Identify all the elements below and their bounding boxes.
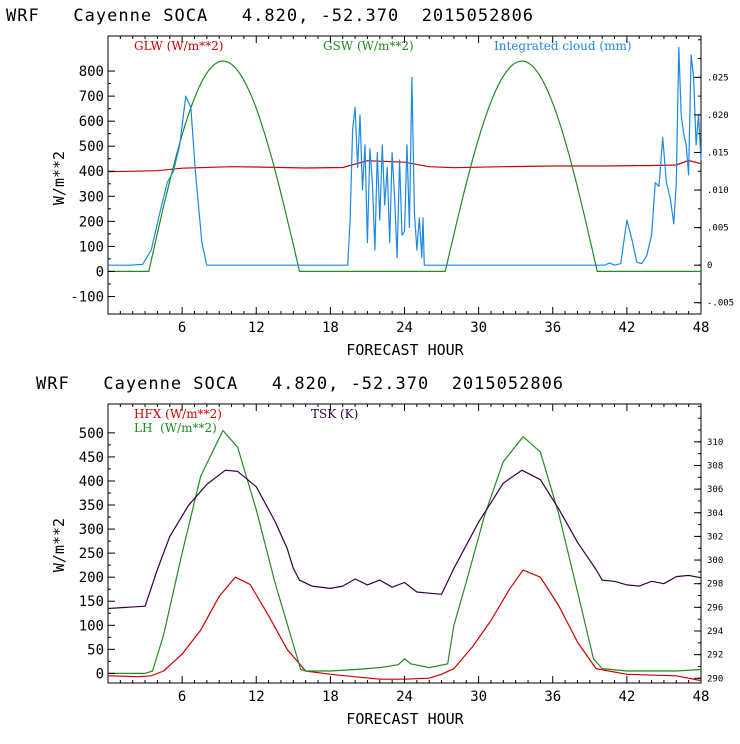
y-tick-label: 800 [79, 64, 104, 80]
legend-hfx: HFX (W/m**2) [134, 407, 222, 421]
right-tick-label: 296 [707, 603, 723, 613]
right-tick-label: 292 [707, 651, 723, 661]
x-tick-label: 48 [693, 689, 710, 705]
right-tick-label: 0 [707, 261, 712, 271]
x-tick-label: 36 [544, 689, 561, 705]
chart-title-bottom: WRF Cayenne SOCA 4.820, -52.370 20150528… [36, 374, 564, 394]
right-tick-label: -.005 [707, 299, 734, 309]
x-tick-label: 42 [618, 689, 635, 705]
right-tick-label: 304 [707, 509, 723, 519]
x-tick-label: 18 [322, 689, 339, 705]
right-tick-label: 300 [707, 556, 723, 566]
x-tick-label: 30 [470, 689, 487, 705]
y-tick-label: 500 [79, 426, 104, 442]
right-tick-label: .015 [707, 148, 729, 158]
x-tick-label: 12 [248, 320, 265, 336]
right-tick-label: 294 [707, 627, 723, 637]
y-tick-label: 200 [79, 570, 104, 586]
x-tick-label: 36 [544, 320, 561, 336]
right-tick-label: 308 [707, 461, 723, 471]
series-line-hfx [107, 569, 702, 682]
y-tick-label: 300 [79, 189, 104, 205]
y-tick-label: 600 [79, 114, 104, 130]
y-tick-label: 500 [79, 139, 104, 155]
y-tick-label: 350 [79, 498, 104, 514]
x-tick-label: 24 [396, 689, 413, 705]
right-tick-label: 298 [707, 580, 723, 590]
y-tick-label: 200 [79, 214, 104, 230]
y-tick-label: 400 [79, 164, 104, 180]
y-tick-label: 0 [96, 264, 104, 280]
x-tick-label: 42 [618, 320, 635, 336]
x-tick-label: 6 [178, 689, 186, 705]
x-tick-label: 12 [248, 689, 265, 705]
series-lines-bottom [107, 429, 702, 682]
y-tick-label: 100 [79, 239, 104, 255]
legend-integrated-cloud: Integrated cloud (mm) [494, 39, 632, 53]
series-lines-top [107, 46, 702, 272]
y-tick-label: 450 [79, 450, 104, 466]
legend-gsw: GSW (W/m**2) [323, 39, 414, 53]
ticks-bottom: 6 12 18 24 30 36 42 48 0 50 100 150 200 250 300 350 400 4… [79, 404, 723, 705]
right-tick-label: .025 [707, 73, 729, 83]
plot-frame-bottom [107, 403, 702, 684]
plot-frame-top [107, 35, 702, 315]
panel-top: WRF Cayenne SOCA 4.820, -52.370 20150528… [6, 6, 734, 359]
y-axis-label-top: W/m**2 [50, 151, 68, 205]
right-tick-label: 306 [707, 485, 723, 495]
y-tick-label: 0 [96, 666, 104, 682]
series-line-glw [107, 159, 702, 173]
right-tick-label: 310 [707, 438, 723, 448]
ticks-top: 6 12 18 24 30 36 42 48 -100 0 100 200 300 400 500 600 70… [70, 36, 734, 336]
x-tick-label: 6 [178, 320, 186, 336]
series-line-integrated-cloud [108, 46, 702, 266]
right-tick-label: 302 [707, 532, 723, 542]
legend-tsk: TSK (K) [311, 407, 358, 421]
y-tick-label: 250 [79, 546, 104, 562]
y-axis-label-bottom: W/m**2 [50, 518, 68, 572]
x-tick-label: 30 [470, 320, 487, 336]
panel-bottom: WRF Cayenne SOCA 4.820, -52.370 20150528… [36, 374, 723, 728]
series-line-tsk [107, 469, 702, 610]
y-tick-label: 150 [79, 594, 104, 610]
legend-lh: LH (W/m**2) [134, 421, 217, 435]
right-tick-label: .020 [707, 111, 729, 121]
legend-glw: GLW (W/m**2) [134, 39, 223, 53]
right-tick-label: 290 [707, 674, 723, 684]
y-tick-label: 300 [79, 522, 104, 538]
y-tick-label: 100 [79, 618, 104, 634]
right-tick-label: .010 [707, 186, 729, 196]
x-axis-label-bottom: FORECAST HOUR [346, 710, 464, 728]
series-line-lh [108, 429, 702, 674]
x-axis-label-top: FORECAST HOUR [346, 341, 464, 359]
series-line-gsw [108, 60, 701, 272]
y-tick-label: 50 [87, 642, 104, 658]
y-tick-label: -100 [70, 289, 104, 305]
y-tick-label: 400 [79, 474, 104, 490]
right-tick-label: .005 [707, 224, 729, 234]
y-tick-label: 700 [79, 89, 104, 105]
x-tick-label: 48 [693, 320, 710, 336]
x-tick-label: 18 [322, 320, 339, 336]
x-tick-label: 24 [396, 320, 413, 336]
chart-title-top: WRF Cayenne SOCA 4.820, -52.370 20150528… [6, 6, 534, 26]
